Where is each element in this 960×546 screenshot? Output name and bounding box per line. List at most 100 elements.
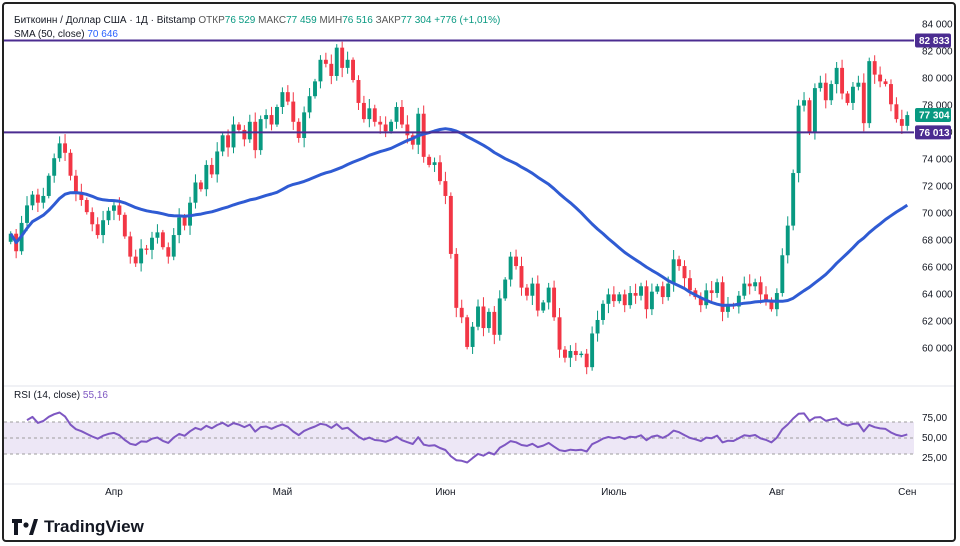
last-price-tag-label: 77 304 bbox=[919, 111, 950, 122]
candle-body bbox=[25, 205, 29, 223]
candle-body bbox=[546, 287, 551, 303]
candle-body bbox=[253, 121, 258, 151]
high-value: 77 459 bbox=[286, 15, 317, 26]
candle-body bbox=[340, 47, 345, 68]
candle-body bbox=[601, 303, 605, 320]
open-value: 76 529 bbox=[224, 15, 256, 26]
candle-body bbox=[476, 306, 480, 327]
rsi-label[interactable]: RSI (14, close) bbox=[14, 390, 81, 401]
candle-body bbox=[220, 135, 225, 152]
x-tick-label: Май bbox=[273, 487, 293, 498]
candle-body bbox=[823, 82, 828, 101]
candle-body bbox=[633, 293, 638, 296]
level-price-tag bbox=[915, 33, 951, 48]
y-tick-label: 68 000 bbox=[922, 235, 953, 246]
candle-body bbox=[231, 124, 236, 148]
candle-body bbox=[622, 294, 627, 306]
rsi-tick-label: 75,00 bbox=[922, 413, 947, 424]
candle-body bbox=[894, 104, 899, 120]
candle-body bbox=[889, 84, 893, 105]
y-tick-label: 70 000 bbox=[922, 208, 953, 219]
candle-body bbox=[209, 164, 214, 175]
tradingview-logo-icon bbox=[12, 519, 38, 535]
legend-rsi: RSI (14, close) 55,16 bbox=[14, 390, 108, 401]
candle-body bbox=[378, 121, 383, 125]
candle-body bbox=[687, 278, 692, 291]
symbol-title[interactable]: Биткоинн / Доллар США · 1Д · Bitstamp bbox=[14, 15, 196, 26]
candle-body bbox=[861, 82, 866, 124]
candle-body bbox=[356, 80, 361, 103]
low-label: МИН bbox=[319, 15, 343, 26]
x-tick-label: Июль bbox=[601, 487, 627, 498]
candle-body bbox=[573, 350, 578, 356]
candle-body bbox=[514, 256, 519, 267]
candle-body bbox=[242, 129, 247, 140]
candle-body bbox=[443, 181, 448, 196]
candle-body bbox=[552, 287, 557, 318]
candle-body bbox=[867, 61, 872, 124]
candle-body bbox=[171, 235, 176, 257]
candle-body bbox=[899, 119, 904, 126]
candle-body bbox=[106, 210, 111, 221]
candle-body bbox=[296, 121, 301, 138]
candle-body bbox=[410, 135, 415, 145]
candle-body bbox=[465, 317, 470, 347]
candle-body bbox=[318, 59, 323, 82]
candle-body bbox=[416, 113, 421, 145]
sma-value: 70 646 bbox=[87, 29, 118, 40]
candle-body bbox=[524, 287, 529, 296]
level-price-tag bbox=[915, 125, 951, 140]
x-tick-label: Сен bbox=[898, 487, 916, 498]
open-label: ОТКР bbox=[198, 15, 225, 26]
candle-body bbox=[503, 279, 508, 299]
candle-body bbox=[508, 256, 513, 280]
candle-body bbox=[568, 350, 573, 358]
candle-body bbox=[30, 194, 35, 206]
sma-label[interactable]: SMA (50, close) bbox=[14, 29, 85, 40]
candle-body bbox=[628, 293, 633, 306]
y-tick-label: 66 000 bbox=[922, 262, 953, 273]
candle-body bbox=[275, 106, 279, 125]
candle-body bbox=[812, 88, 817, 133]
candle-body bbox=[90, 212, 95, 225]
brand[interactable]: TradingView bbox=[12, 517, 144, 537]
candle-body bbox=[236, 124, 241, 130]
candle-body bbox=[840, 67, 845, 94]
low-value: 76 516 bbox=[342, 15, 373, 26]
candle-body bbox=[166, 247, 171, 257]
candle-body bbox=[617, 294, 622, 302]
candle-body bbox=[791, 173, 796, 226]
candle-body bbox=[307, 96, 312, 113]
candle-body bbox=[68, 152, 73, 176]
candle-body bbox=[590, 333, 595, 368]
y-tick-label: 64 000 bbox=[922, 289, 953, 300]
candle-body bbox=[133, 256, 138, 264]
candle-body bbox=[649, 291, 654, 310]
y-tick-label: 74 000 bbox=[922, 155, 953, 166]
candle-body bbox=[101, 220, 106, 236]
candle-body bbox=[481, 306, 486, 329]
y-tick-label: 84 000 bbox=[922, 20, 953, 31]
candle-body bbox=[188, 202, 192, 226]
candle-body bbox=[845, 93, 850, 103]
candle-body bbox=[519, 266, 524, 288]
candle-body bbox=[345, 59, 350, 68]
candle-body bbox=[671, 259, 676, 284]
candle-body bbox=[709, 290, 714, 294]
candle-body bbox=[264, 115, 269, 120]
candle-body bbox=[698, 297, 703, 306]
candle-body bbox=[655, 286, 660, 292]
candle-body bbox=[291, 101, 296, 122]
y-tick-label: 72 000 bbox=[922, 182, 953, 193]
candle-body bbox=[313, 81, 317, 97]
candle-body bbox=[128, 236, 133, 257]
candle-body bbox=[117, 205, 122, 215]
candle-body bbox=[122, 214, 127, 237]
candle-body bbox=[144, 248, 149, 250]
candle-body bbox=[258, 119, 263, 151]
candle-body bbox=[8, 233, 13, 242]
candle-body bbox=[372, 108, 377, 122]
candle-body bbox=[856, 82, 861, 87]
